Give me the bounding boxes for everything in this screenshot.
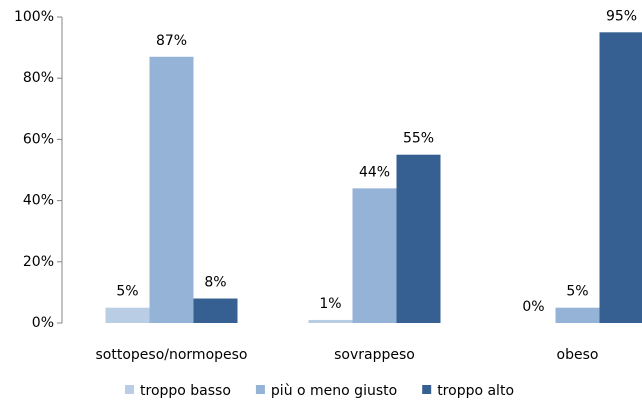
legend-label: più o meno giusto (271, 383, 397, 399)
legend-label: troppo basso (140, 383, 231, 399)
value-label: 95% (606, 8, 637, 24)
y-tick-label: 0% (32, 315, 54, 331)
bar (555, 307, 600, 323)
legend-swatch (422, 385, 432, 394)
legend-label: troppo alto (437, 383, 514, 399)
x-tick-label: sovrappeso (334, 347, 415, 363)
legend-swatch (125, 385, 134, 394)
value-label: 1% (319, 296, 341, 312)
bar (352, 188, 397, 323)
x-tick-label: obeso (557, 347, 599, 363)
value-label: 8% (204, 275, 226, 291)
bar (105, 307, 150, 323)
bar (599, 32, 642, 324)
y-tick-label: 60% (23, 131, 54, 147)
value-label: 0% (522, 299, 544, 315)
value-label: 55% (403, 131, 434, 147)
bar (193, 298, 238, 323)
bar (396, 154, 441, 323)
legend-swatch (255, 385, 265, 394)
bar (308, 319, 353, 323)
value-label: 44% (359, 164, 390, 180)
value-label: 5% (566, 284, 588, 300)
y-tick-label: 20% (23, 254, 54, 270)
y-tick-label: 80% (23, 70, 54, 86)
value-label: 87% (156, 33, 187, 49)
value-label: 5% (116, 284, 138, 300)
bar (149, 56, 194, 323)
y-tick-label: 40% (23, 193, 54, 209)
x-tick-label: sottopeso/normopeso (96, 347, 248, 363)
y-tick-label: 100% (14, 9, 54, 25)
